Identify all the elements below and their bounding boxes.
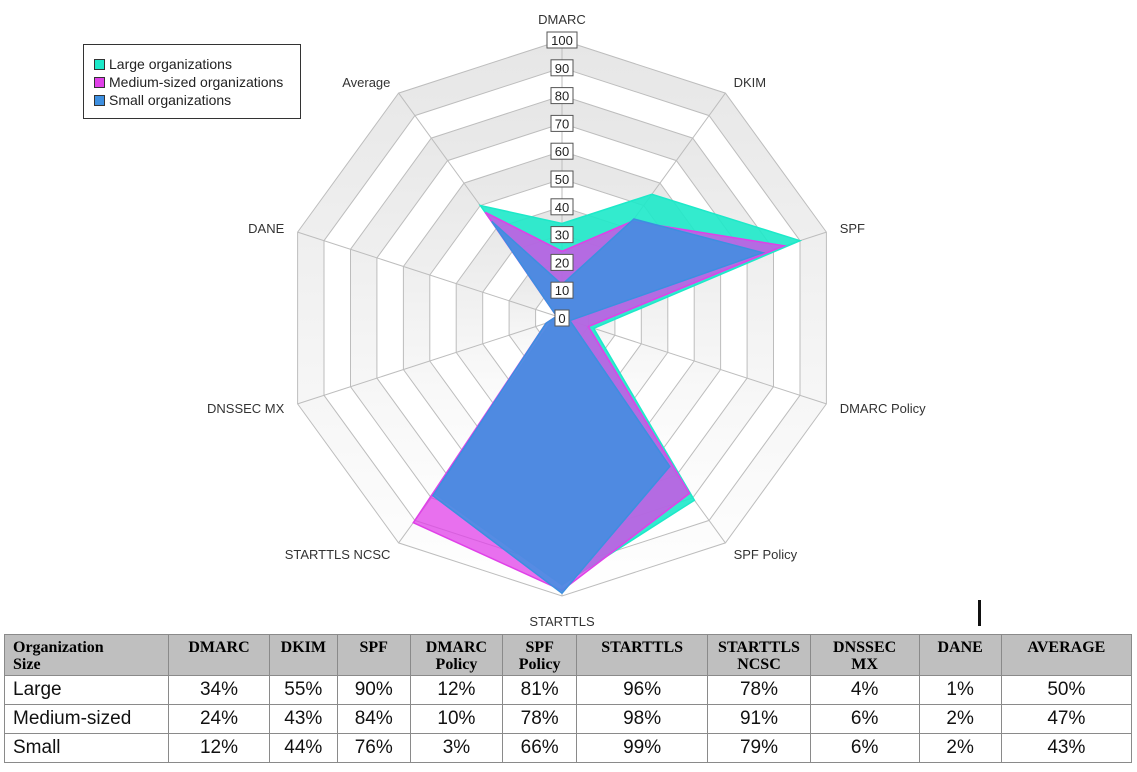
column-header: STARTTLS NCSC — [707, 634, 811, 676]
tick-label: 0 — [558, 311, 565, 326]
table-cell: 78% — [707, 675, 811, 705]
axis-label-dane: DANE — [248, 221, 284, 236]
table-cell: 96% — [575, 675, 709, 705]
table-cell: 79% — [707, 733, 811, 763]
table-cell: 81% — [502, 675, 577, 705]
tick-label: 70 — [555, 116, 569, 131]
table-row: Medium-sized 24% 43% 84% 10% 78% 98% 91% 6% 2% 47% — [3, 704, 1133, 734]
table-row: Large 34% 55% 90% 12% 81% 96% 78% 4% 1% 50% — [3, 675, 1133, 705]
tick-label: 10 — [555, 283, 569, 298]
table-cell: 98% — [575, 704, 709, 734]
column-header: DNSSEC MX — [809, 634, 920, 676]
axis-label-dmarc-policy: DMARC Policy — [840, 401, 926, 416]
table-cell: 78% — [502, 704, 577, 734]
legend-label-medium: Medium-sized organizations — [109, 74, 284, 90]
tick-label: 50 — [555, 172, 569, 187]
column-header: Organization Size — [3, 634, 170, 676]
legend-swatch-large — [94, 58, 105, 70]
table-cell: 50% — [1000, 675, 1133, 705]
axis-label-dmarc: DMARC — [538, 12, 586, 27]
table-row: Small 12% 44% 76% 3% 66% 99% 79% 6% 2% 43% — [3, 733, 1133, 763]
table-cell: 66% — [502, 733, 577, 763]
column-header: DMARC Policy — [409, 634, 504, 676]
table-cell: 24% — [168, 704, 270, 734]
tick-label: 30 — [555, 228, 569, 243]
radar-chart: 0 10 20 30 40 50 60 70 80 90 100 DMARC DKIM SPF DMARC… — [207, 12, 926, 629]
column-header: AVERAGE — [1000, 634, 1133, 676]
column-header: DKIM — [268, 634, 338, 676]
tick-label: 100 — [551, 33, 573, 48]
legend-item-large: Large organizations — [94, 55, 300, 73]
tick-label: 20 — [555, 255, 569, 270]
column-header: SPF Policy — [502, 634, 577, 676]
column-header: STARTTLS — [575, 634, 709, 676]
table-cell: 2% — [918, 733, 1002, 763]
table-cell: 43% — [268, 704, 338, 734]
legend-item-medium: Medium-sized organizations — [94, 73, 300, 91]
grid-spoke — [561, 317, 827, 405]
table-cell: 76% — [336, 733, 411, 763]
table-cell: 43% — [1000, 733, 1133, 763]
axis-label-dkim: DKIM — [734, 75, 767, 90]
table-cell: 1% — [918, 675, 1002, 705]
table-cell: 6% — [809, 733, 920, 763]
legend-swatch-medium — [94, 76, 105, 88]
table-cell: 2% — [918, 704, 1002, 734]
table-cell: 6% — [809, 704, 920, 734]
tick-box — [550, 114, 574, 132]
row-label: Small — [3, 733, 170, 763]
column-header: DMARC — [168, 634, 270, 676]
tick-box — [550, 87, 574, 105]
table-cell: 91% — [707, 704, 811, 734]
table-cell: 55% — [268, 675, 338, 705]
tick-box — [550, 253, 574, 271]
table-cell: 99% — [575, 733, 709, 763]
table-cell: 10% — [409, 704, 504, 734]
grid-spoke — [297, 317, 563, 405]
axis-label-spf: SPF — [840, 221, 865, 236]
legend-item-small: Small organizations — [94, 91, 300, 109]
row-label: Medium-sized — [3, 704, 170, 734]
table-cell: 12% — [409, 675, 504, 705]
axis-label-dnssec-mx: DNSSEC MX — [207, 401, 285, 416]
axis-label-starttls: STARTTLS — [529, 614, 595, 629]
legend-label-large: Large organizations — [109, 56, 232, 72]
column-header: SPF — [336, 634, 411, 676]
table-cell: 47% — [1000, 704, 1133, 734]
tick-box — [550, 142, 574, 160]
tick-label: 60 — [555, 144, 569, 159]
axis-label-spf-policy: SPF Policy — [734, 547, 798, 562]
chart-legend: Large organizations Medium-sized organiz… — [83, 44, 301, 119]
tick-box — [546, 31, 578, 49]
axis-label-starttls-ncsc: STARTTLS NCSC — [285, 547, 391, 562]
tick-label: 90 — [555, 61, 569, 76]
table-cell: 4% — [809, 675, 920, 705]
table-cell: 34% — [168, 675, 270, 705]
series-area-small-organizations — [431, 218, 766, 595]
tick-box — [550, 281, 574, 299]
axis-label-average: Average — [342, 75, 390, 90]
text-cursor-mark — [978, 600, 981, 626]
row-label: Large — [3, 675, 170, 705]
table-cell: 3% — [409, 733, 504, 763]
tick-box — [550, 59, 574, 77]
grid-spoke — [297, 231, 563, 319]
tick-box — [550, 170, 574, 188]
table-cell: 90% — [336, 675, 411, 705]
table-header-row: Organization Size DMARC DKIM SPF DMARC Policy S… — [3, 634, 1133, 676]
table-cell: 12% — [168, 733, 270, 763]
column-header: DANE — [918, 634, 1002, 676]
tick-label: 80 — [555, 89, 569, 104]
tick-box — [550, 198, 574, 216]
table-cell: 44% — [268, 733, 338, 763]
tick-box — [550, 226, 574, 244]
legend-swatch-small — [94, 94, 105, 106]
tick-label: 40 — [555, 200, 569, 215]
legend-label-small: Small organizations — [109, 92, 232, 108]
tick-box — [554, 309, 570, 327]
results-table: Organization Size DMARC DKIM SPF DMARC Policy S… — [3, 634, 1133, 763]
table-cell: 84% — [336, 704, 411, 734]
